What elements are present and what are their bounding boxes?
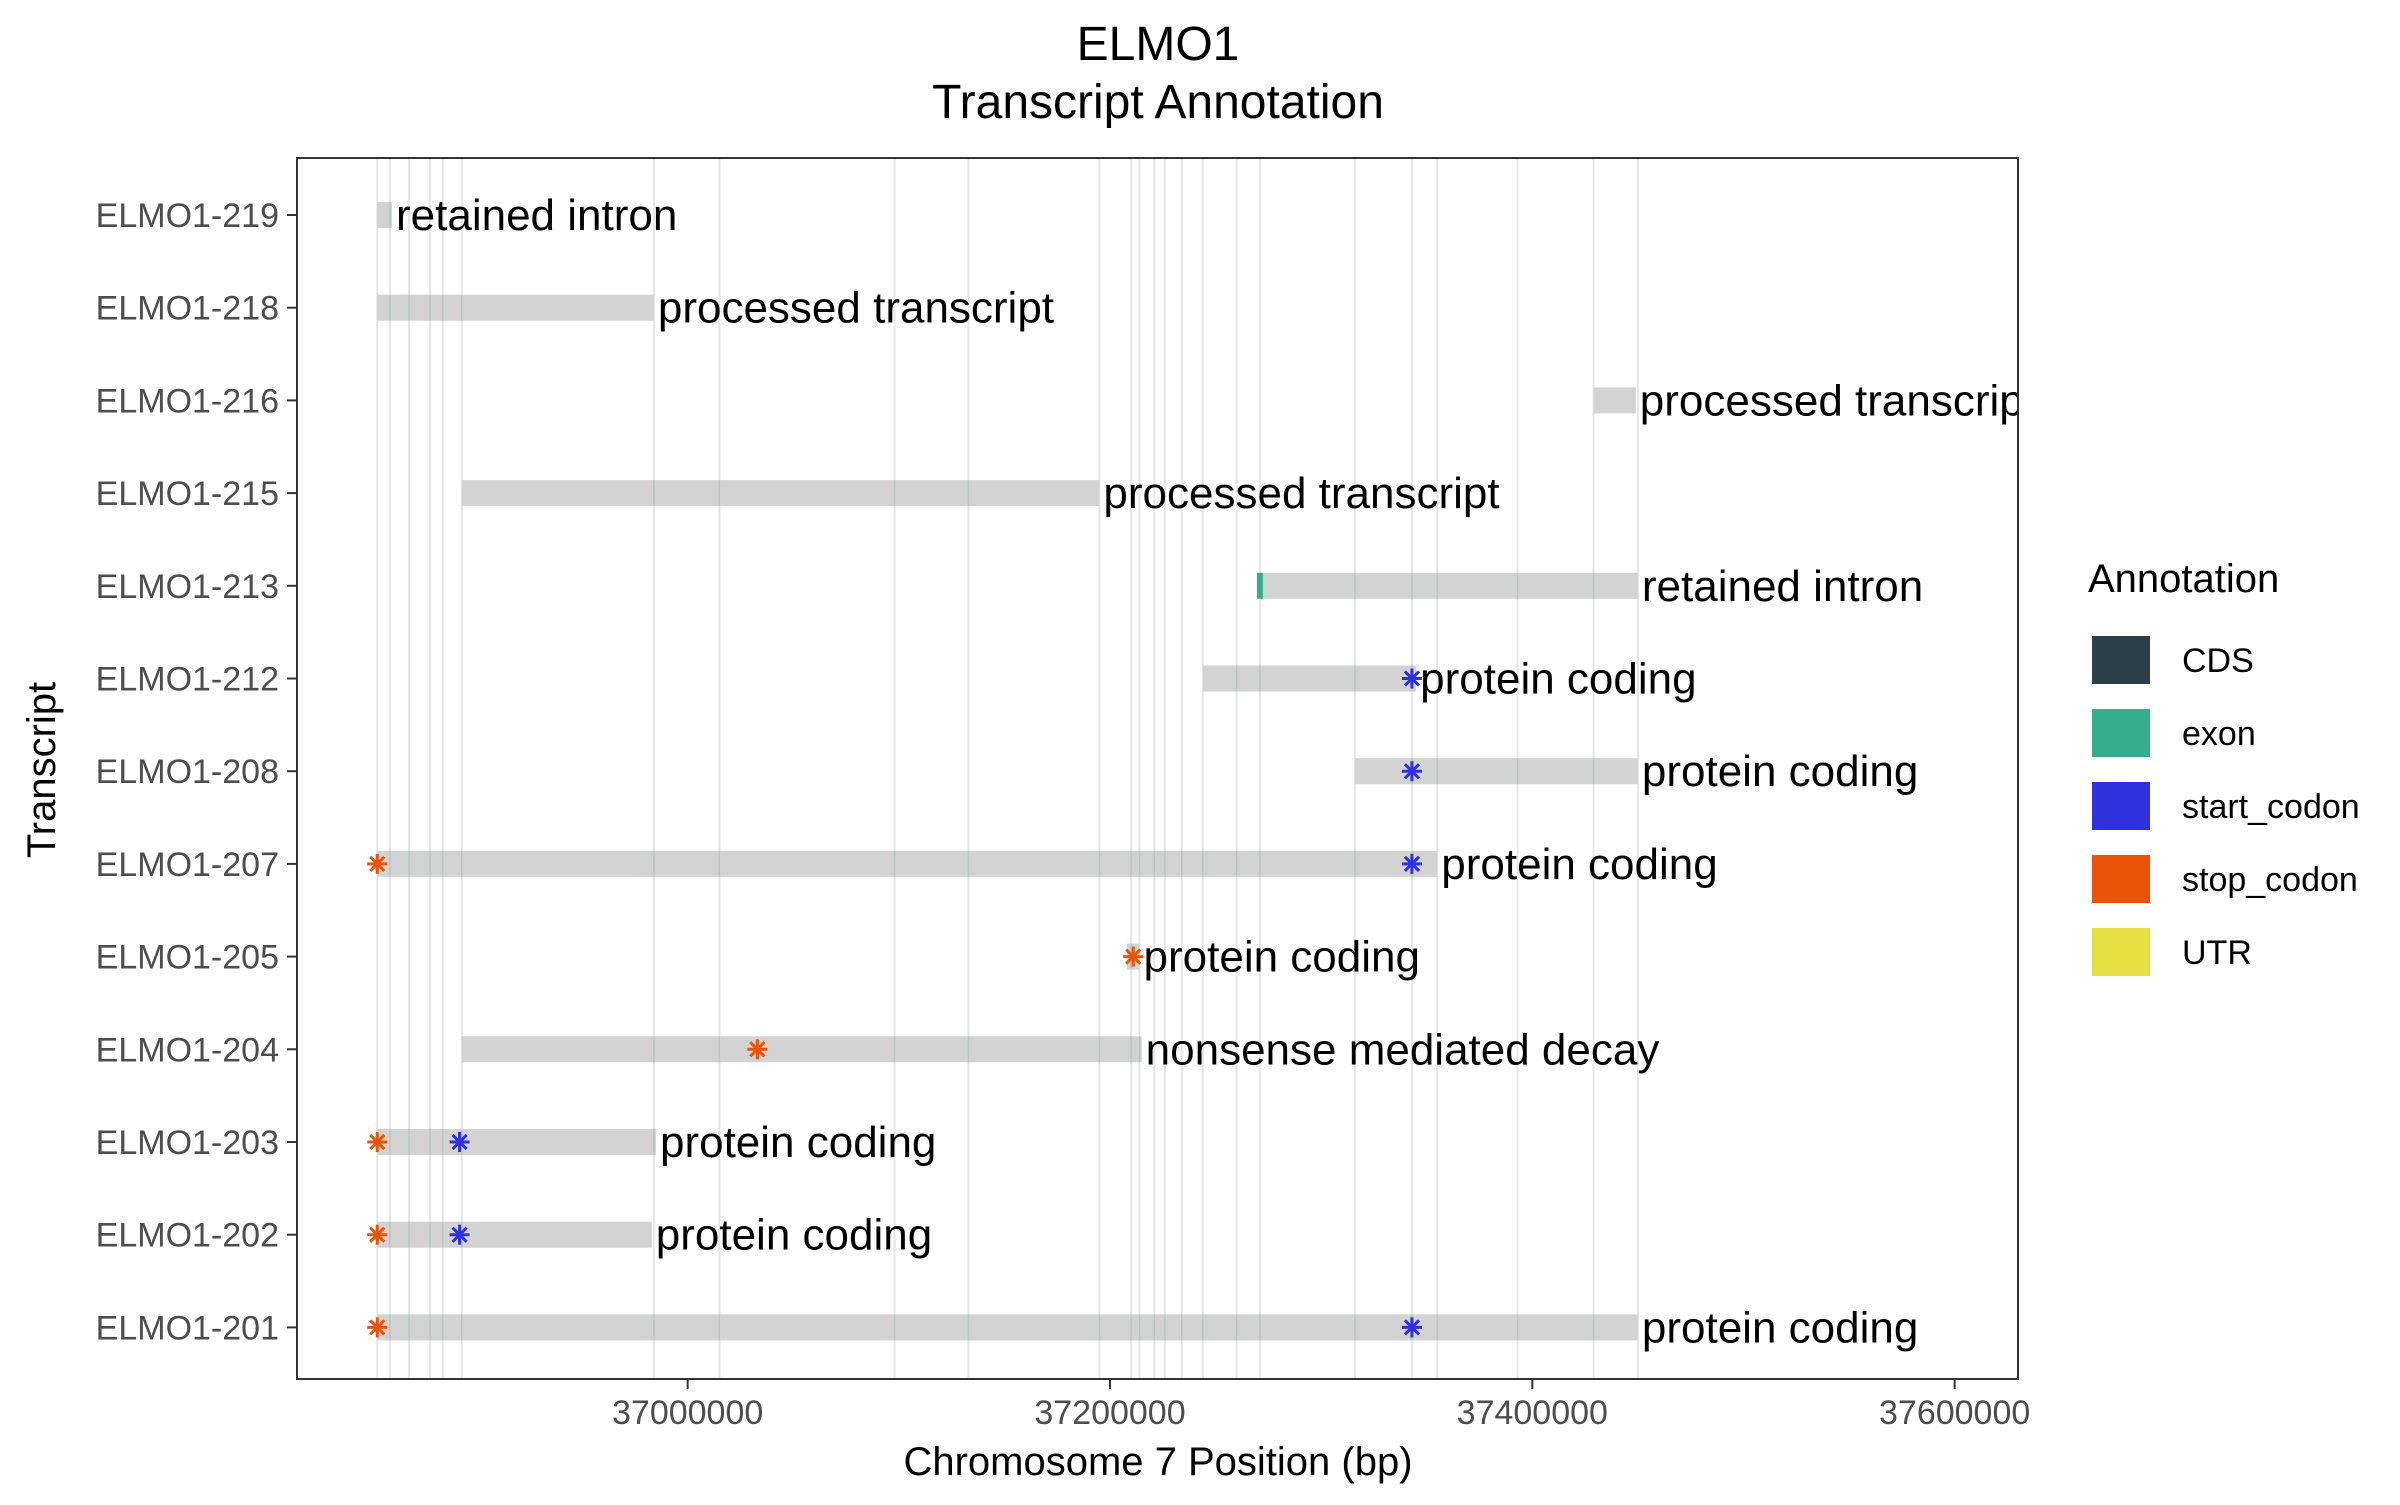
y-tick-label: ELMO1-213 (96, 568, 279, 606)
start-codon-marker-stroke (451, 1226, 468, 1243)
y-tick-label: ELMO1-219 (96, 197, 279, 235)
biotype-label: protein coding (1441, 840, 1717, 889)
biotype-label: protein coding (1642, 1303, 1918, 1352)
legend-label: start_codon (2182, 788, 2360, 826)
x-tick-label: 37000000 (612, 1394, 763, 1432)
start-codon-marker (449, 1224, 470, 1245)
y-tick-label: ELMO1-204 (96, 1031, 279, 1069)
legend-label: UTR (2182, 934, 2252, 972)
start-codon-marker-stroke (451, 1133, 468, 1151)
transcript-bar (377, 1129, 656, 1155)
legend-title: Annotation (2088, 557, 2279, 601)
y-tick-label: ELMO1-215 (96, 475, 279, 513)
x-axis-label: Chromosome 7 Position (bp) (903, 1440, 1412, 1484)
stop-codon-marker-stroke (369, 1133, 386, 1151)
start-codon-marker-stroke (1403, 670, 1421, 687)
biotype-label: processed transcript (1103, 469, 1499, 518)
biotype-label: protein coding (1144, 933, 1420, 982)
biotype-label: protein coding (1420, 655, 1696, 704)
exon-mark (1256, 572, 1263, 599)
y-tick-label: ELMO1-205 (96, 939, 279, 977)
transcript-bar (377, 1221, 652, 1248)
x-tick-label: 37200000 (1034, 1394, 1185, 1432)
biotype-labels: retained intron processed transcript proce… (396, 191, 2036, 1352)
y-tick-label: ELMO1-202 (96, 1217, 279, 1255)
biotype-label: processed transcript (1640, 376, 2036, 425)
y-tick-label: ELMO1-201 (96, 1309, 279, 1347)
codon-markers (367, 668, 1422, 1338)
transcript-bar (377, 202, 393, 228)
legend-swatch (2092, 709, 2150, 757)
start-codon-marker (1401, 1317, 1422, 1338)
transcript-bar (1593, 387, 1636, 414)
stop-codon-marker (747, 1039, 768, 1060)
transcript-bar (1354, 758, 1638, 785)
transcript-bar (461, 480, 1100, 507)
biotype-label: nonsense mediated decay (1146, 1025, 1660, 1074)
stop-codon-marker-stroke (369, 1319, 386, 1336)
start-codon-marker (1401, 668, 1422, 689)
y-tick-label: ELMO1-218 (96, 290, 279, 328)
transcript-bar (377, 294, 654, 321)
legend-swatch (2092, 636, 2150, 684)
stop-codon-marker (367, 1224, 388, 1245)
x-tick-label: 37600000 (1879, 1394, 2030, 1432)
stop-codon-marker-stroke (369, 1226, 386, 1243)
start-codon-marker (1401, 761, 1422, 782)
start-codon-marker-stroke (1403, 763, 1421, 780)
legend-label: exon (2182, 715, 2256, 753)
transcript-bars (377, 202, 1638, 1341)
stop-codon-marker (367, 1317, 388, 1338)
start-codon-marker (1401, 853, 1422, 874)
y-tick-label: ELMO1-203 (96, 1124, 279, 1162)
stop-codon-marker (367, 853, 388, 874)
legend-label: CDS (2182, 642, 2254, 680)
y-tick-label: ELMO1-208 (96, 753, 279, 791)
legend-label: stop_codon (2182, 861, 2358, 899)
y-tick-label: ELMO1-216 (96, 382, 279, 420)
transcript-bar (377, 850, 1438, 877)
biotype-label: processed transcript (658, 284, 1054, 333)
biotype-label: protein coding (1642, 747, 1918, 796)
start-codon-marker-stroke (1403, 1319, 1421, 1336)
legend-swatch (2092, 855, 2150, 903)
axes: ELMO1-219 ELMO1-218 ELMO1-216 ELMO1-215 ELMO… (96, 197, 2031, 1432)
biotype-label: protein coding (656, 1211, 932, 1260)
stop-codon-marker (1123, 946, 1144, 967)
transcript-bar (377, 1314, 1638, 1341)
stop-codon-marker-stroke (1125, 948, 1142, 965)
x-tick-label: 37400000 (1457, 1394, 1608, 1432)
y-tick-label: ELMO1-207 (96, 846, 279, 884)
legend-swatch (2092, 928, 2150, 976)
y-axis-label: Transcript (20, 682, 64, 858)
transcript-bar (1202, 665, 1417, 692)
panel-border (296, 157, 2019, 1380)
stop-codon-marker-stroke (369, 855, 386, 873)
legend: Annotation CDS exon start_codon stop_codon U… (2088, 557, 2360, 976)
chart-subtitle: Transcript Annotation (932, 76, 1384, 129)
biotype-label: retained intron (1642, 562, 1923, 611)
chart-title: ELMO1 (1077, 18, 1240, 71)
y-tick-label: ELMO1-212 (96, 661, 279, 699)
stop-codon-marker-stroke (749, 1041, 766, 1058)
transcript-bar (461, 1036, 1142, 1063)
start-codon-marker (449, 1132, 470, 1152)
biotype-label: retained intron (396, 191, 677, 240)
biotype-label: protein coding (660, 1118, 936, 1167)
legend-swatch (2092, 782, 2150, 830)
start-codon-marker-stroke (1403, 855, 1421, 873)
stop-codon-marker (367, 1132, 388, 1152)
transcript-bar (1257, 572, 1638, 599)
